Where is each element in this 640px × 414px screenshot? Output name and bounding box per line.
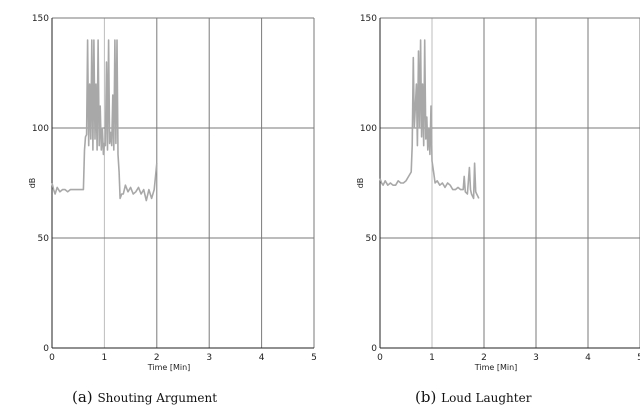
x-axis-label: Time [Min] [147,363,191,372]
x-tick-label: 0 [49,353,55,363]
x-axis-label: Time [Min] [474,363,518,372]
series-line [379,39,480,200]
caption-a-text: Shouting Argument [97,391,218,405]
x-tick-label: 3 [206,353,212,363]
y-tick-label: 0 [43,344,49,354]
caption-a-letter: (a) [72,388,93,406]
x-tick-label: 2 [154,353,160,363]
x-tick-label: 0 [377,353,383,363]
x-tick-label: 1 [102,353,108,363]
caption-b: (b) Loud Laughter [415,388,531,406]
x-tick-label: 3 [533,353,539,363]
y-tick-label: 100 [360,124,377,134]
y-tick-label: 150 [32,14,49,24]
y-tick-label: 0 [371,344,377,354]
x-tick-label: 1 [429,353,435,363]
caption-b-text: Loud Laughter [441,391,532,405]
series-line [51,39,158,202]
y-tick-label: 50 [38,234,50,244]
y-axis-label: dB [356,178,365,189]
y-axis-label: dB [28,178,37,189]
y-tick-label: 100 [32,124,49,134]
x-tick-label: 2 [481,353,487,363]
caption-b-letter: (b) [415,388,437,406]
y-tick-label: 50 [366,234,378,244]
caption-a: (a) Shouting Argument [72,388,217,406]
x-tick-label: 5 [637,353,640,363]
y-tick-label: 150 [360,14,377,24]
x-tick-label: 4 [259,353,265,363]
x-tick-label: 4 [585,353,591,363]
x-tick-label: 5 [311,353,317,363]
